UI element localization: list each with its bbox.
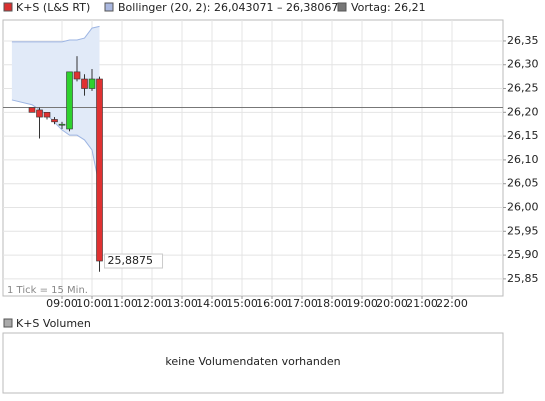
y-tick-label: 26,30 — [507, 58, 539, 71]
x-tick-label: 18:00 — [316, 297, 348, 310]
y-tick-label: 25,90 — [507, 248, 539, 261]
candle-body — [81, 78, 88, 89]
volume-legend: K+S Volumen — [16, 317, 91, 330]
x-tick-label: 15:00 — [226, 297, 258, 310]
candle-body — [96, 78, 103, 262]
x-tick-label: 12:00 — [136, 297, 168, 310]
x-tick-label: 22:00 — [436, 297, 468, 310]
plot — [3, 20, 503, 296]
volume-message: keine Volumendaten vorhanden — [165, 355, 340, 368]
candle-body — [88, 78, 96, 89]
y-tick-label: 26,15 — [507, 129, 539, 142]
bollinger-upper — [11, 25, 100, 43]
x-tick-label: 13:00 — [166, 297, 198, 310]
x-tick-label: 09:00 — [46, 297, 78, 310]
x-tick-label: 11:00 — [106, 297, 138, 310]
candle-body — [36, 109, 43, 118]
x-tick-label: 20:00 — [376, 297, 408, 310]
candle-body — [58, 123, 66, 126]
candle-body — [51, 119, 58, 123]
y-tick-label: 26,00 — [507, 200, 539, 213]
legend-swatch — [104, 2, 114, 12]
tick-note: 1 Tick = 15 Min. — [7, 285, 88, 296]
x-tick-label: 21:00 — [406, 297, 438, 310]
legend-swatch — [337, 2, 347, 12]
y-tick-label: 26,05 — [507, 177, 539, 190]
x-tick-label: 10:00 — [76, 297, 108, 310]
x-tick-label: 19:00 — [346, 297, 378, 310]
x-tick-label: 17:00 — [286, 297, 318, 310]
legend-bollinger: Bollinger (20, 2): 26,043071 – 26,380679 — [118, 1, 345, 14]
candle-body — [73, 71, 81, 80]
y-tick-label: 26,10 — [507, 153, 539, 166]
last-price-box — [104, 253, 164, 269]
y-tick-label: 25,85 — [507, 272, 539, 285]
volume-frame — [2, 332, 504, 394]
y-tick-label: 26,25 — [507, 82, 539, 95]
legend-swatch — [3, 318, 13, 328]
y-tick-label: 26,20 — [507, 105, 539, 118]
y-tick-label: 25,95 — [507, 224, 539, 237]
legend-previous: Vortag: 26,21 — [351, 1, 426, 14]
bollinger-band — [11, 26, 100, 187]
legend-swatch — [3, 2, 13, 12]
x-tick-label: 14:00 — [196, 297, 228, 310]
x-tick-label: 16:00 — [256, 297, 288, 310]
last-price-label: 25,8875 — [108, 254, 154, 267]
candle-body — [43, 112, 51, 118]
legend-main: K+S (L&S RT) — [16, 1, 90, 14]
y-tick-label: 26,35 — [507, 34, 539, 47]
candle-body — [66, 71, 73, 130]
candle-body — [28, 107, 36, 113]
